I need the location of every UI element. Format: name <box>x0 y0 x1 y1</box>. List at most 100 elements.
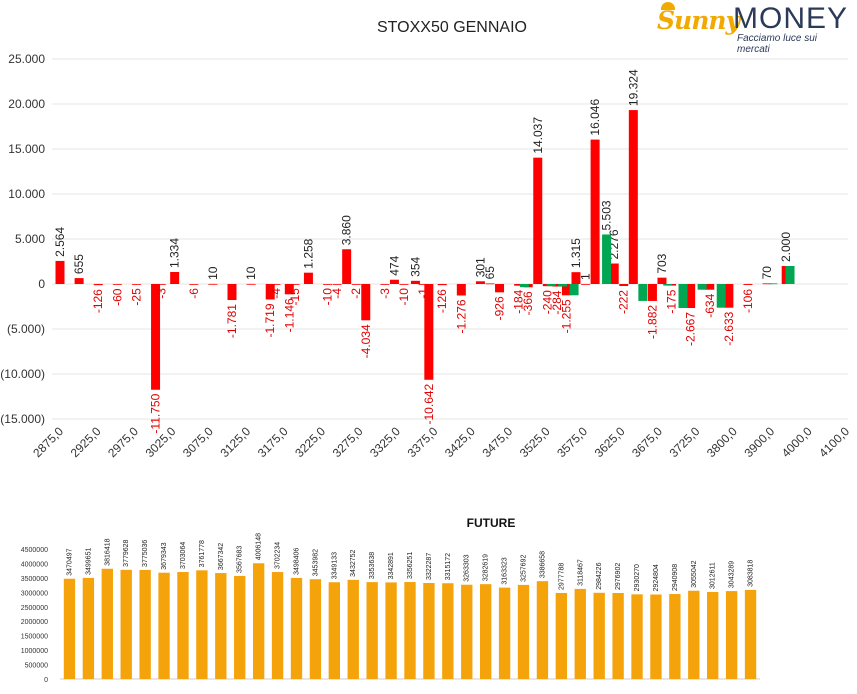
bar <box>271 284 281 285</box>
bar <box>638 284 648 301</box>
future-data-label: 3263303 <box>464 554 471 581</box>
chart-title: STOXX50 GENNAIO <box>377 19 527 36</box>
future-data-label: 3055042 <box>691 560 698 587</box>
bar <box>246 283 256 285</box>
future-data-label: 3679343 <box>161 542 168 569</box>
bar <box>743 284 753 285</box>
bar <box>590 139 600 284</box>
data-label: 3.860 <box>340 215 354 245</box>
future-data-label: 3761778 <box>199 540 206 567</box>
data-label: -175 <box>665 289 679 313</box>
future-bar <box>631 594 643 679</box>
bar <box>475 281 485 284</box>
data-label: 474 <box>387 255 401 275</box>
bar <box>581 283 591 285</box>
bar <box>74 278 84 284</box>
data-label: -25 <box>129 288 143 306</box>
bar <box>546 284 556 287</box>
bar <box>609 263 619 284</box>
data-label: 1 <box>579 273 593 280</box>
stoxx50-options-chart: STOXX50 GENNAIO25.00020.00015.00010.0005… <box>0 19 852 460</box>
data-label: -1.146 <box>282 298 296 332</box>
data-label: 19.324 <box>626 69 640 106</box>
bar <box>290 284 300 285</box>
bar <box>663 284 673 286</box>
bar <box>284 284 294 295</box>
y-tick-label: 20.000 <box>8 97 45 111</box>
bar <box>227 284 237 301</box>
future-bar <box>177 572 189 679</box>
bar <box>55 260 65 284</box>
data-label: 1.258 <box>301 238 315 268</box>
future-title: FUTURE <box>467 516 516 530</box>
future-bar <box>423 583 435 679</box>
future-data-label: 3356251 <box>407 552 414 579</box>
future-bar <box>461 584 473 679</box>
data-label: -222 <box>617 290 631 314</box>
data-label: -1.719 <box>263 303 277 337</box>
y-tick-label: 5.000 <box>15 232 45 246</box>
future-data-label: 3775036 <box>142 540 149 567</box>
data-label: 10 <box>244 266 258 280</box>
data-label: 2.000 <box>779 232 793 262</box>
future-bar <box>593 592 605 679</box>
future-bar <box>328 582 340 679</box>
data-label: -10.642 <box>422 383 436 424</box>
future-data-label: 3282619 <box>483 554 490 581</box>
future-bar <box>139 569 151 679</box>
bar <box>151 284 161 390</box>
y-tick-label: (15.000) <box>0 412 45 426</box>
bar <box>724 284 734 308</box>
future-data-label: 2930270 <box>634 564 641 591</box>
bar <box>399 284 409 285</box>
future-data-label: 3353638 <box>369 552 376 579</box>
future-bar <box>196 570 208 679</box>
data-label: -284 <box>550 290 564 314</box>
data-label: -366 <box>521 291 535 315</box>
bar <box>561 284 571 296</box>
data-label: -11.750 <box>149 393 163 433</box>
future-data-label: 3163323 <box>502 557 509 584</box>
future-bar <box>480 584 492 679</box>
bar <box>437 284 447 286</box>
future-y-tick-label: 1500000 <box>21 634 48 641</box>
future-data-label: 3349133 <box>331 552 338 579</box>
data-label: -10 <box>397 288 411 306</box>
bar <box>112 284 122 285</box>
bar <box>657 277 667 284</box>
future-bar <box>385 582 397 679</box>
data-label: 1.315 <box>569 238 583 268</box>
data-label: -1.276 <box>454 299 468 333</box>
bar <box>389 279 399 284</box>
future-y-tick-label: 3000000 <box>21 590 48 597</box>
future-y-tick-label: 500000 <box>25 663 48 670</box>
data-label: -1 <box>416 288 430 299</box>
future-data-label: 3453982 <box>312 549 319 576</box>
data-label: 14.037 <box>531 117 545 154</box>
data-label: 65 <box>483 266 497 280</box>
data-label: -926 <box>493 296 507 320</box>
bar <box>495 284 505 293</box>
future-data-label: 3470497 <box>66 548 73 575</box>
data-label: 16.046 <box>588 99 602 136</box>
future-bar <box>707 591 719 679</box>
future-data-label: 3567683 <box>237 546 244 573</box>
future-data-label: 3667342 <box>218 543 225 570</box>
data-label: 703 <box>655 253 669 273</box>
bar <box>519 284 529 288</box>
bar <box>156 284 166 285</box>
future-bar <box>347 579 359 679</box>
data-label: -4 <box>269 288 283 299</box>
future-data-label: 3083818 <box>748 560 755 587</box>
data-label: -3 <box>378 288 392 299</box>
y-tick-label: 0 <box>38 277 45 291</box>
bar <box>697 284 707 290</box>
future-bar <box>536 581 549 679</box>
bar <box>569 284 579 296</box>
bar <box>628 110 638 284</box>
future-bar <box>442 583 454 679</box>
future-bar <box>574 588 586 679</box>
bar <box>533 157 543 284</box>
bar <box>303 272 313 284</box>
future-data-label: 3702234 <box>275 542 282 569</box>
